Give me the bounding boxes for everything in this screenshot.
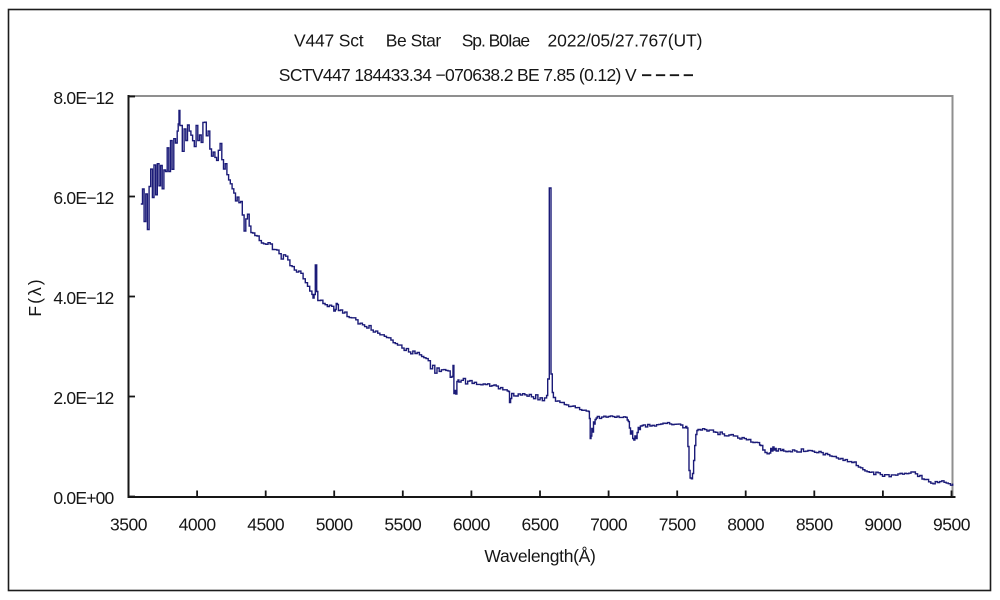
svg-text:5000: 5000 (316, 515, 354, 535)
svg-text:4500: 4500 (247, 515, 285, 535)
svg-text:7000: 7000 (590, 515, 628, 535)
svg-text:7500: 7500 (659, 515, 697, 535)
svg-text:8500: 8500 (796, 515, 834, 535)
svg-text:4.0E−12: 4.0E−12 (53, 288, 113, 308)
svg-text:6000: 6000 (453, 515, 491, 535)
svg-text:8000: 8000 (727, 515, 765, 535)
svg-text:9500: 9500 (933, 515, 971, 535)
svg-text:Sp. B0Iae: Sp. B0Iae (462, 31, 530, 51)
svg-text:Be Star: Be Star (386, 31, 442, 51)
svg-text:SCTV447 184433.34 −070638.2 BE: SCTV447 184433.34 −070638.2 BE 7.85 (0.1… (279, 65, 637, 85)
svg-text:9000: 9000 (864, 515, 902, 535)
svg-text:Wavelength(Å): Wavelength(Å) (484, 546, 595, 566)
svg-text:V447 Sct: V447 Sct (294, 31, 364, 51)
svg-text:8.0E−12: 8.0E−12 (53, 88, 113, 108)
svg-text:4000: 4000 (179, 515, 217, 535)
svg-text:5500: 5500 (384, 515, 422, 535)
svg-text:0.0E+00: 0.0E+00 (53, 488, 114, 508)
svg-text:F(λ): F(λ) (25, 277, 45, 316)
svg-text:6.0E−12: 6.0E−12 (53, 188, 113, 208)
svg-text:6500: 6500 (522, 515, 560, 535)
svg-text:2022/05/27.767(UT): 2022/05/27.767(UT) (548, 31, 703, 51)
svg-text:3500: 3500 (110, 515, 148, 535)
svg-text:2.0E−12: 2.0E−12 (53, 388, 113, 408)
